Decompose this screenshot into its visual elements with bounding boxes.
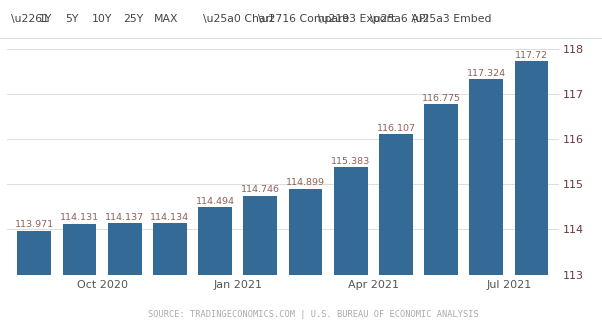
Bar	[379, 134, 413, 275]
Bar	[515, 61, 548, 275]
Bar	[108, 223, 141, 275]
Text: 115.383: 115.383	[331, 157, 370, 166]
Text: \u2716 Compare: \u2716 Compare	[258, 14, 349, 24]
Text: \u2261: \u2261	[11, 14, 49, 24]
Text: SOURCE: TRADINGECONOMICS.COM | U.S. BUREAU OF ECONOMIC ANALYSIS: SOURCE: TRADINGECONOMICS.COM | U.S. BURE…	[147, 310, 479, 319]
Text: 114.137: 114.137	[105, 213, 144, 222]
Text: 114.134: 114.134	[150, 213, 190, 222]
Bar	[470, 79, 503, 275]
Text: \u25a3 Embed: \u25a3 Embed	[412, 14, 492, 24]
Text: 1Y: 1Y	[39, 14, 52, 24]
Text: 10Y: 10Y	[92, 14, 113, 24]
Text: MAX: MAX	[154, 14, 178, 24]
Text: \u25a6 API: \u25a6 API	[370, 14, 428, 24]
Bar	[243, 196, 278, 275]
Bar	[153, 223, 187, 275]
Bar	[198, 207, 232, 275]
Text: 117.72: 117.72	[515, 51, 548, 60]
Text: 117.324: 117.324	[467, 69, 506, 78]
Text: 114.131: 114.131	[60, 213, 99, 222]
Bar	[334, 167, 368, 275]
Text: 114.746: 114.746	[241, 185, 280, 194]
Bar	[63, 224, 96, 275]
Bar	[288, 189, 323, 275]
Text: 113.971: 113.971	[15, 220, 54, 229]
Text: 114.494: 114.494	[196, 197, 235, 206]
Bar	[424, 104, 458, 275]
Bar	[17, 231, 51, 275]
Text: 116.107: 116.107	[376, 124, 415, 133]
Text: 25Y: 25Y	[123, 14, 144, 24]
Text: 114.899: 114.899	[286, 178, 325, 188]
Text: 116.775: 116.775	[421, 94, 461, 103]
Text: \u25a0 Chart: \u25a0 Chart	[203, 14, 275, 24]
Text: 5Y: 5Y	[65, 14, 78, 24]
Text: \u2193 Export: \u2193 Export	[318, 14, 395, 24]
